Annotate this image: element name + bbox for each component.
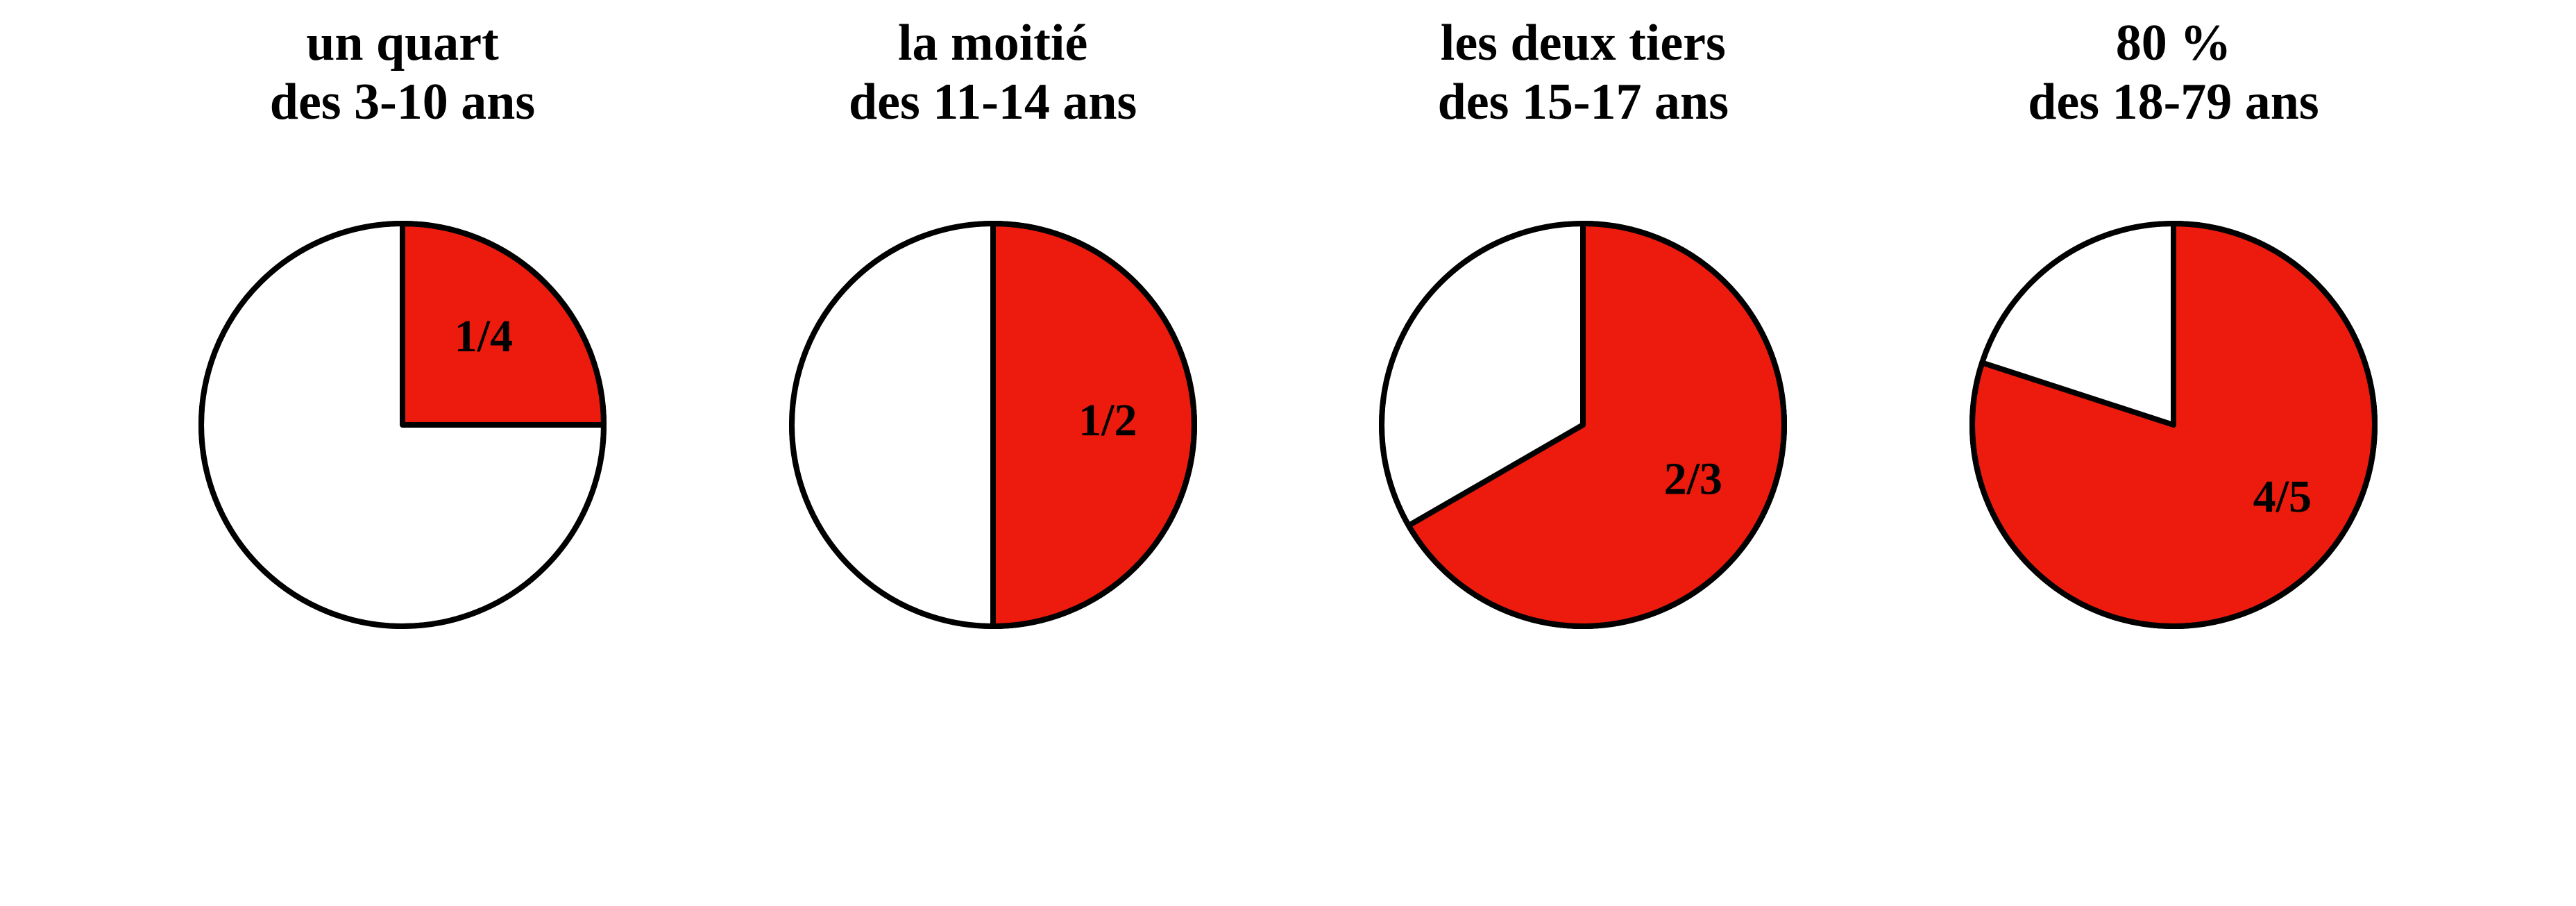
pie-wrap: 1/4: [193, 215, 612, 635]
chart-title-line1: les deux tiers: [1438, 14, 1729, 73]
pie-svg: 4/5: [1964, 215, 2383, 635]
pie-chart-quart: un quartdes 3-10 ans 1/4: [125, 0, 680, 635]
pie-svg: 1/2: [783, 215, 1203, 635]
chart-title: la moitiédes 11-14 ans: [849, 14, 1137, 132]
pie-chart-quatrecinq: 80 %des 18-79 ans 4/5: [1896, 0, 2451, 635]
fraction-label: 1/2: [1078, 395, 1137, 446]
pie-wrap: 4/5: [1964, 215, 2383, 635]
pie-wrap: 1/2: [783, 215, 1203, 635]
pie-wrap: 2/3: [1373, 215, 1793, 635]
chart-title-line2: des 11-14 ans: [849, 73, 1137, 132]
chart-title-line1: 80 %: [2028, 14, 2319, 73]
chart-title-line2: des 15-17 ans: [1438, 73, 1729, 132]
fraction-label: 1/4: [455, 311, 513, 362]
chart-title: les deux tiersdes 15-17 ans: [1438, 14, 1729, 132]
chart-title: un quartdes 3-10 ans: [270, 14, 535, 132]
pie-chart-deuxtiers: les deux tiersdes 15-17 ans 2/3: [1305, 0, 1861, 635]
pie-svg: 1/4: [193, 215, 612, 635]
pie-chart-moitie: la moitiédes 11-14 ans 1/2: [715, 0, 1271, 635]
fraction-label: 4/5: [2253, 471, 2312, 522]
chart-title-line2: des 3-10 ans: [270, 73, 535, 132]
chart-title: 80 %des 18-79 ans: [2028, 14, 2319, 132]
fraction-label: 2/3: [1664, 454, 1722, 505]
chart-title-line2: des 18-79 ans: [2028, 73, 2319, 132]
chart-title-line1: un quart: [270, 14, 535, 73]
pie-svg: 2/3: [1373, 215, 1793, 635]
chart-title-line1: la moitié: [849, 14, 1137, 73]
